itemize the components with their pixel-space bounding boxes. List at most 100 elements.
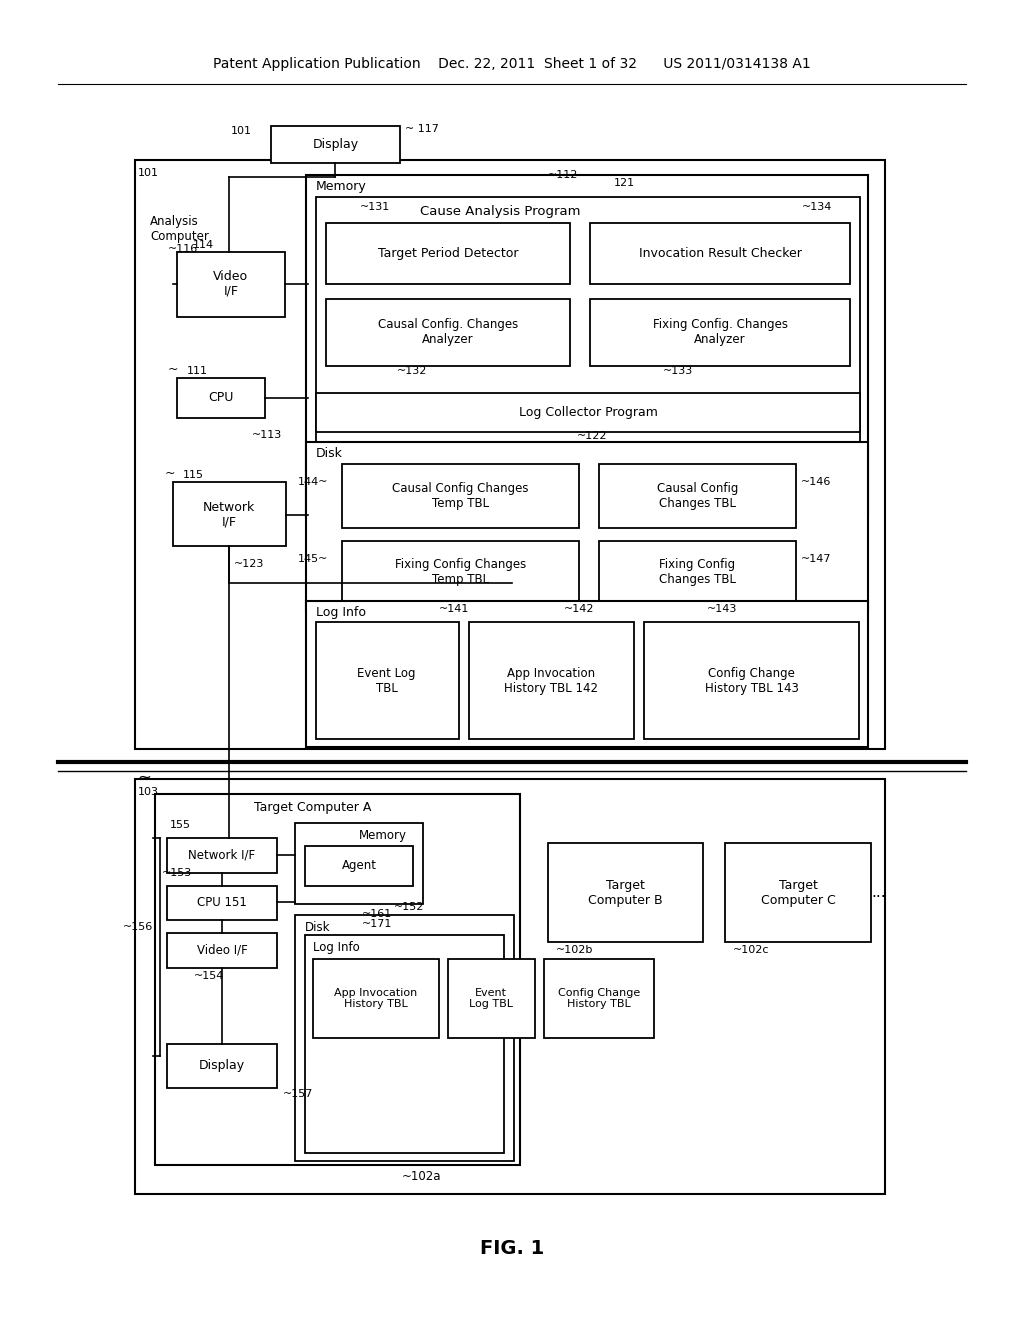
Text: Config Change
History TBL: Config Change History TBL (558, 987, 640, 1010)
Text: Target Period Detector: Target Period Detector (378, 247, 518, 260)
Text: 101: 101 (230, 125, 252, 136)
Text: Log Info: Log Info (312, 941, 359, 954)
Bar (295, 915, 514, 1160)
Text: Fixing Config Changes
Temp TBL: Fixing Config Changes Temp TBL (395, 558, 526, 586)
Text: 144~: 144~ (298, 477, 329, 487)
Text: App Invocation
History TBL: App Invocation History TBL (334, 987, 418, 1010)
Text: ~134: ~134 (802, 202, 833, 213)
Text: Memory: Memory (359, 829, 408, 842)
Bar (644, 623, 859, 739)
Bar (312, 958, 439, 1038)
Text: App Invocation
History TBL 142: App Invocation History TBL 142 (505, 667, 598, 694)
Text: ~122: ~122 (578, 432, 607, 441)
Text: ~133: ~133 (663, 366, 693, 376)
Text: Causal Config. Changes
Analyzer: Causal Config. Changes Analyzer (378, 318, 518, 346)
Text: Target
Computer C: Target Computer C (761, 879, 836, 907)
Text: Target Computer A: Target Computer A (254, 800, 371, 813)
Text: ~143: ~143 (708, 603, 737, 614)
Bar (306, 442, 868, 611)
Text: ~131: ~131 (360, 202, 390, 213)
Text: 114: 114 (193, 240, 214, 251)
Bar (469, 623, 634, 739)
Bar (155, 793, 520, 1164)
Text: CPU 151: CPU 151 (197, 896, 247, 909)
Text: ~: ~ (165, 467, 175, 480)
Bar (176, 378, 265, 417)
Text: Invocation Result Checker: Invocation Result Checker (639, 247, 802, 260)
Bar (447, 958, 535, 1038)
Text: FIG. 1: FIG. 1 (480, 1239, 544, 1258)
Text: 115: 115 (182, 470, 204, 480)
Text: ~116: ~116 (168, 244, 198, 255)
Bar (342, 541, 580, 603)
Text: Fixing Config
Changes TBL: Fixing Config Changes TBL (659, 558, 736, 586)
Bar (315, 623, 459, 739)
Text: ~: ~ (137, 768, 152, 787)
Text: ~: ~ (168, 363, 178, 376)
Bar (599, 465, 796, 528)
Text: 145~: 145~ (298, 554, 329, 564)
Text: ...: ... (871, 884, 886, 900)
Text: Analysis
Computer: Analysis Computer (150, 215, 209, 243)
Bar (342, 465, 580, 528)
Text: 103: 103 (138, 787, 159, 797)
Text: Cause Analysis Program: Cause Analysis Program (420, 205, 581, 218)
Text: ~113: ~113 (252, 430, 282, 441)
Bar (305, 846, 414, 886)
Bar (167, 1044, 278, 1089)
Text: 101: 101 (138, 168, 159, 178)
Bar (326, 298, 570, 366)
Text: ~152: ~152 (393, 903, 424, 912)
Bar (315, 393, 860, 433)
Text: Network
I/F: Network I/F (203, 500, 255, 528)
Text: Network I/F: Network I/F (188, 849, 256, 862)
Text: ~142: ~142 (564, 603, 595, 614)
Bar (305, 935, 504, 1152)
Text: 155: 155 (170, 820, 190, 830)
Bar (167, 838, 278, 873)
Text: ~154: ~154 (195, 970, 224, 981)
Text: 111: 111 (186, 366, 208, 376)
Bar (176, 252, 285, 317)
Text: ~102a: ~102a (401, 1170, 441, 1183)
Text: ~102b: ~102b (555, 945, 593, 954)
Bar (315, 197, 860, 445)
Bar (548, 843, 703, 942)
Text: Event
Log TBL: Event Log TBL (469, 987, 513, 1010)
Text: ~146: ~146 (801, 477, 831, 487)
Text: Video
I/F: Video I/F (213, 271, 249, 298)
Text: Disk: Disk (305, 921, 331, 935)
Text: Video I/F: Video I/F (197, 944, 248, 957)
Text: Causal Config Changes
Temp TBL: Causal Config Changes Temp TBL (392, 482, 529, 510)
Text: Display: Display (199, 1059, 245, 1072)
Bar (167, 933, 278, 968)
Text: ~141: ~141 (439, 603, 469, 614)
Text: Memory: Memory (315, 180, 367, 193)
Bar (135, 160, 885, 748)
Bar (167, 886, 278, 920)
Bar (306, 176, 868, 516)
Bar (173, 482, 286, 546)
Text: ~156: ~156 (123, 923, 153, 932)
Bar (590, 223, 850, 284)
Text: ~157: ~157 (284, 1089, 313, 1100)
Text: ~123: ~123 (233, 560, 264, 569)
Text: ~153: ~153 (162, 867, 193, 878)
Bar (725, 843, 871, 942)
Text: 121: 121 (613, 178, 635, 189)
Bar (544, 958, 654, 1038)
Text: ~147: ~147 (801, 554, 831, 564)
Bar (306, 601, 868, 747)
Text: ~132: ~132 (396, 366, 427, 376)
Text: Agent: Agent (342, 859, 377, 873)
Text: ~112: ~112 (548, 170, 578, 181)
Bar (271, 125, 399, 164)
Text: ~171: ~171 (362, 919, 392, 929)
Bar (599, 541, 796, 603)
Text: Patent Application Publication    Dec. 22, 2011  Sheet 1 of 32      US 2011/0314: Patent Application Publication Dec. 22, … (213, 57, 811, 71)
Text: Display: Display (312, 139, 358, 150)
Text: Config Change
History TBL 143: Config Change History TBL 143 (705, 667, 799, 694)
Bar (590, 298, 850, 366)
Text: Event Log
TBL: Event Log TBL (357, 667, 416, 694)
Text: ~161: ~161 (362, 909, 392, 919)
